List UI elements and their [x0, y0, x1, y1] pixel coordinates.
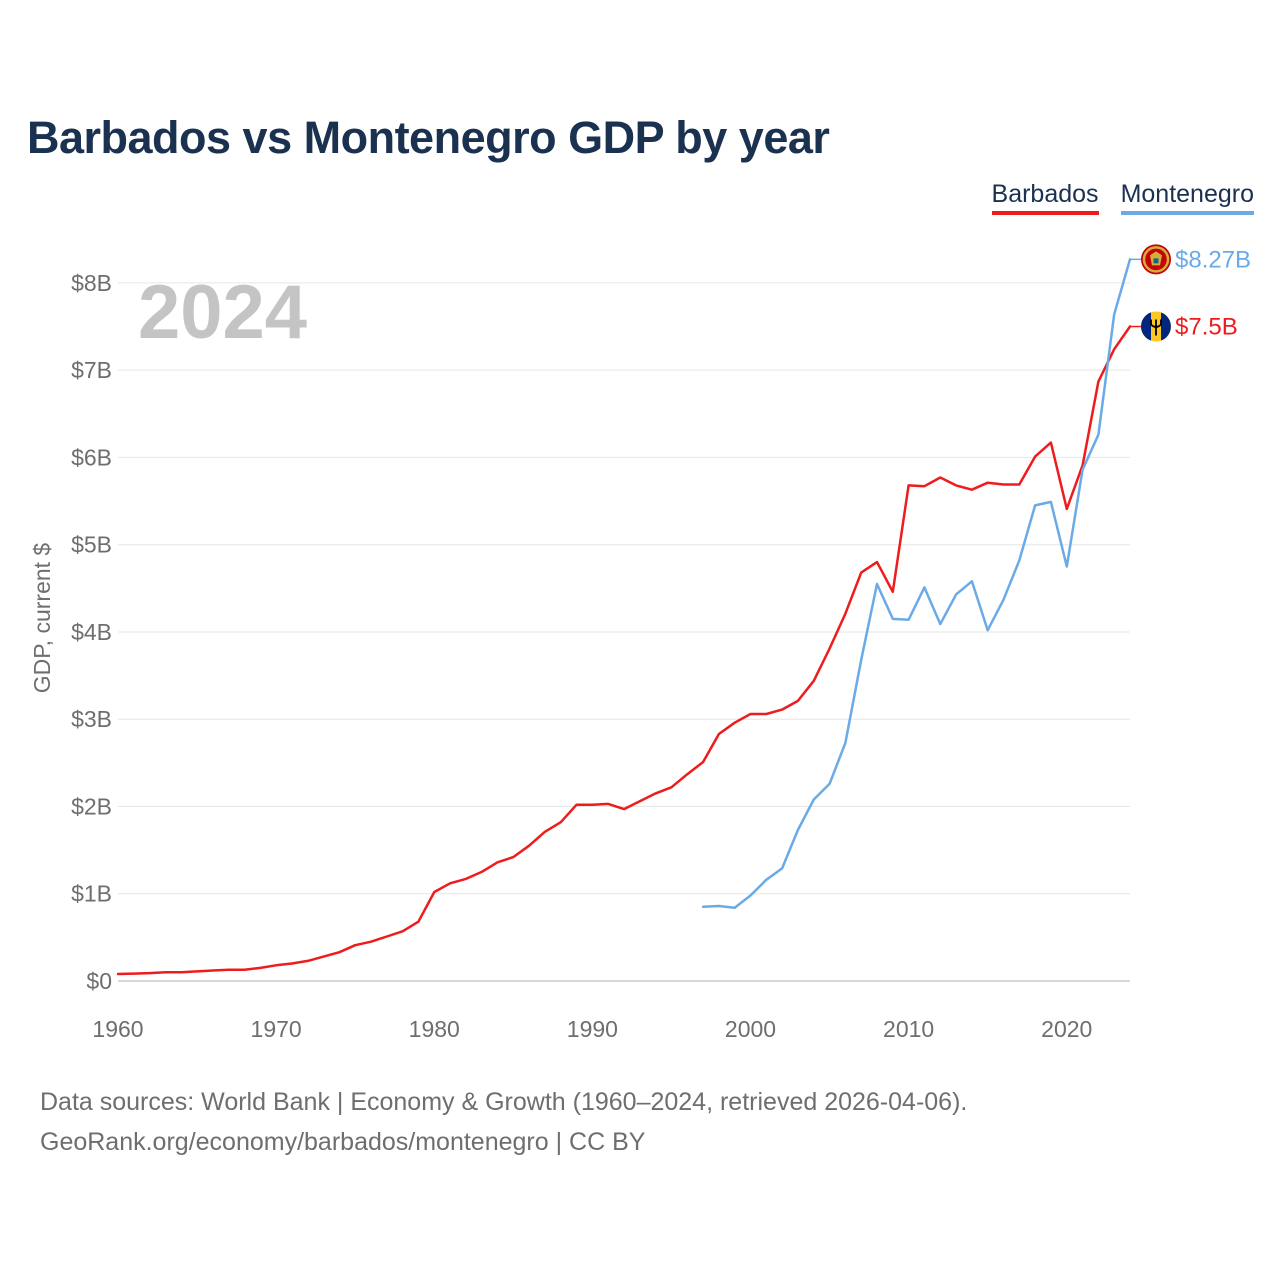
x-axis-ticks: 1960 1970 1980 1990 2000 2010 2020	[92, 1016, 1092, 1042]
x-tick-label: 1970	[251, 1016, 302, 1042]
flag-shield	[1153, 258, 1159, 264]
y-tick-label: $8B	[71, 270, 112, 296]
end-value-label: $8.27B	[1175, 246, 1251, 273]
license-note: GeoRank.org/economy/barbados/montenegro …	[40, 1128, 646, 1156]
x-tick-label: 2020	[1041, 1016, 1092, 1042]
grid-lines	[118, 282, 1130, 982]
x-tick-label: 1980	[409, 1016, 460, 1042]
x-tick-label: 1990	[567, 1016, 618, 1042]
x-tick-label: 2010	[883, 1016, 934, 1042]
end-labels: $7.5B $8.27B	[1130, 244, 1251, 342]
y-tick-label: $6B	[71, 444, 112, 470]
barbados-flag-icon	[1141, 311, 1171, 342]
data-source-note: Data sources: World Bank | Economy & Gro…	[40, 1088, 968, 1116]
y-tick-label: $2B	[71, 793, 112, 819]
flag-trident	[1150, 319, 1162, 336]
series-line-barbados	[116, 325, 1132, 976]
x-tick-label: 2000	[725, 1016, 776, 1042]
end-value-label: $7.5B	[1175, 314, 1238, 341]
legend: Barbados Montenegro	[991, 180, 1254, 215]
y-tick-label: $1B	[71, 881, 112, 907]
flag-right-band	[1161, 312, 1171, 341]
y-tick-label: $0	[86, 968, 112, 994]
legend-item-montenegro[interactable]: Montenegro	[1120, 180, 1254, 215]
series-line-montenegro	[701, 258, 1132, 909]
y-tick-label: $5B	[71, 532, 112, 558]
chart-title: Barbados vs Montenegro GDP by year	[27, 112, 830, 163]
year-watermark: 2024	[138, 270, 307, 355]
footer: Data sources: World Bank | Economy & Gro…	[40, 1082, 967, 1162]
y-tick-label: $4B	[71, 619, 112, 645]
y-axis-title: GDP, current $	[29, 543, 55, 694]
y-axis-ticks: $0 $1B $2B $3B $4B $5B $6B $7B $8B	[71, 270, 112, 994]
flag-border	[1142, 246, 1170, 273]
x-tick-label: 1960	[92, 1016, 143, 1042]
series-lines	[116, 258, 1132, 976]
y-tick-label: $3B	[71, 706, 112, 732]
legend-item-barbados[interactable]: Barbados	[991, 180, 1099, 215]
flag-left-band	[1141, 312, 1151, 341]
montenegro-flag-icon	[1141, 244, 1171, 275]
y-tick-label: $7B	[71, 357, 112, 383]
